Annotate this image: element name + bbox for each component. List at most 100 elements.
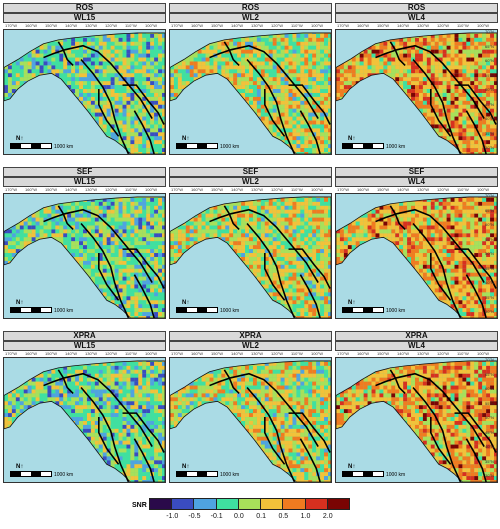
- latitude-label: 60°N: [485, 58, 494, 63]
- longitude-label: 170°W: [337, 23, 350, 28]
- scale-label: 1000 km: [386, 472, 406, 478]
- longitude-label: 140°W: [397, 351, 410, 356]
- warming-level-label: WL15: [3, 13, 166, 23]
- longitude-label: 120°W: [105, 351, 118, 356]
- map-panel: ROS WL4 170°W 160°W 150°W 140°W 130°W 120°W 110°…: [335, 3, 498, 158]
- longitude-label: 130°W: [251, 187, 264, 192]
- scale-label: 1000 km: [220, 308, 240, 314]
- north-arrow-icon: N↑: [182, 136, 190, 142]
- scale-bar: [176, 143, 218, 149]
- longitude-label: 110°W: [457, 187, 469, 192]
- longitude-label: 160°W: [191, 351, 204, 356]
- colorbar-tick-label: -0.5: [188, 513, 201, 520]
- scale-label: 1000 km: [386, 144, 406, 150]
- scale-label: 1000 km: [386, 308, 406, 314]
- longitude-label: 130°W: [417, 23, 430, 28]
- north-arrow-icon: N↑: [16, 136, 24, 142]
- scale-label: 1000 km: [54, 308, 74, 314]
- map-panel: ROS WL15 170°W 160°W 150°W 140°W 130°W 120°W 110…: [3, 3, 166, 158]
- variable-label: ROS: [169, 3, 332, 13]
- warming-level-label: WL2: [169, 177, 332, 187]
- colorbar-swatch: [260, 498, 284, 510]
- legend-title: SNR: [132, 502, 147, 509]
- north-arrow-icon: N↑: [16, 300, 24, 306]
- latitude-label: 65°N: [485, 43, 494, 49]
- variable-label: SEF: [3, 167, 166, 177]
- longitude-label: 130°W: [417, 351, 430, 356]
- longitude-label: 160°W: [25, 23, 38, 28]
- snr-map: N↑ 1000 km: [3, 193, 166, 319]
- longitude-label: 100°W: [145, 187, 158, 192]
- latitude-label: 35°N: [485, 130, 494, 136]
- colorbar-swatch: [171, 498, 195, 510]
- colorbar-tick-label: 2.0: [322, 513, 333, 520]
- latitude-label: 30°N: [485, 473, 494, 478]
- latitude-label: 40°N: [485, 116, 494, 121]
- colorbar-tick-label: 1.0: [300, 513, 311, 520]
- longitude-label: 160°W: [191, 187, 204, 192]
- scale-bar: [10, 471, 52, 477]
- latitude-label: 40°N: [485, 444, 494, 449]
- latitude-label: 35°N: [485, 458, 494, 464]
- longitude-label: 170°W: [337, 187, 350, 192]
- longitude-label: 100°W: [311, 351, 324, 356]
- longitude-label: 150°W: [211, 351, 224, 356]
- longitude-label: 110°W: [291, 23, 303, 28]
- longitude-label: 100°W: [477, 187, 490, 192]
- latitude-label: 50°N: [485, 415, 494, 420]
- latitude-label: 65°N: [485, 371, 494, 377]
- longitude-label: 140°W: [397, 23, 410, 28]
- snr-map: N↑ 1000 km: [169, 357, 332, 483]
- longitude-label: 110°W: [125, 23, 137, 28]
- longitude-label: 120°W: [271, 23, 284, 28]
- colorbar-swatch: [193, 498, 217, 510]
- longitude-label: 100°W: [477, 351, 490, 356]
- north-arrow-icon: N↑: [182, 464, 190, 470]
- longitude-label: 110°W: [291, 351, 303, 356]
- longitude-label: 150°W: [45, 187, 58, 192]
- scale-label: 1000 km: [54, 472, 74, 478]
- latitude-label: 70°N: [485, 29, 494, 34]
- colorbar-tick-label: -1.0: [166, 513, 179, 520]
- variable-label: ROS: [3, 3, 166, 13]
- latitude-label: 45°N: [485, 101, 494, 107]
- colorbar-tick-label: 0.0: [234, 513, 244, 520]
- snr-map: N↑ 1000 km: [335, 193, 498, 319]
- latitude-label: 50°N: [485, 87, 494, 92]
- latitude-label: 70°N: [485, 357, 494, 362]
- warming-level-label: WL4: [335, 341, 498, 351]
- longitude-label: 100°W: [145, 351, 158, 356]
- longitude-label: 170°W: [171, 23, 184, 28]
- longitude-label: 120°W: [437, 351, 450, 356]
- longitude-label: 120°W: [437, 23, 450, 28]
- longitude-label: 130°W: [85, 23, 98, 28]
- longitude-label: 160°W: [191, 23, 204, 28]
- longitude-label: 150°W: [377, 23, 390, 28]
- longitude-label: 140°W: [65, 23, 78, 28]
- map-panel: SEF WL15 170°W 160°W 150°W 140°W 130°W 120°W 110…: [3, 167, 166, 322]
- latitude-label: 70°N: [485, 193, 494, 198]
- longitude-label: 170°W: [171, 351, 184, 356]
- longitude-label: 130°W: [85, 351, 98, 356]
- latitude-label: 55°N: [485, 72, 494, 78]
- longitude-label: 120°W: [105, 23, 118, 28]
- longitude-label: 150°W: [377, 187, 390, 192]
- variable-label: XPRA: [335, 331, 498, 341]
- longitude-label: 160°W: [357, 187, 370, 192]
- warming-level-label: WL15: [3, 177, 166, 187]
- warming-level-label: WL4: [335, 13, 498, 23]
- scale-bar: [176, 307, 218, 313]
- scale-bar: [176, 471, 218, 477]
- longitude-label: 160°W: [25, 187, 38, 192]
- warming-level-label: WL15: [3, 341, 166, 351]
- longitude-label: 100°W: [477, 23, 490, 28]
- scale-label: 1000 km: [220, 472, 240, 478]
- longitude-label: 140°W: [231, 351, 244, 356]
- warming-level-label: WL2: [169, 13, 332, 23]
- warming-level-label: WL4: [335, 177, 498, 187]
- longitude-label: 160°W: [25, 351, 38, 356]
- longitude-label: 110°W: [457, 351, 469, 356]
- longitude-label: 100°W: [311, 187, 324, 192]
- colorbar-tick-label: 0.5: [278, 513, 289, 520]
- variable-label: XPRA: [3, 331, 166, 341]
